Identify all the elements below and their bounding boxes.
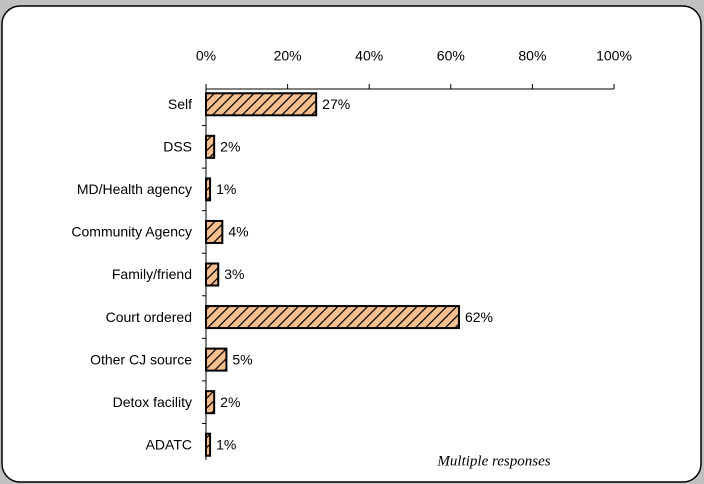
data-label: 3%: [224, 266, 244, 282]
y-tick-label: Detox facility: [113, 394, 192, 410]
x-tick-label: 100%: [596, 48, 632, 64]
data-label: 2%: [220, 139, 240, 155]
data-label: 62%: [465, 309, 493, 325]
data-label: 1%: [216, 181, 236, 197]
x-tick-label: 60%: [437, 48, 465, 64]
x-tick-label: 20%: [274, 48, 302, 64]
y-tick-label: MD/Health agency: [77, 181, 192, 197]
data-label: 27%: [322, 96, 350, 112]
x-tick-label: 0%: [196, 48, 216, 64]
data-label: 2%: [220, 394, 240, 410]
bar: [205, 347, 228, 372]
y-tick-label: Court ordered: [106, 309, 192, 325]
bar: [205, 219, 224, 244]
bar: [205, 432, 212, 457]
y-tick-label: Self: [168, 96, 192, 112]
y-tick-label: DSS: [163, 139, 192, 155]
y-tick-label: Other CJ source: [90, 351, 192, 367]
y-tick-label: ADATC: [146, 436, 192, 452]
panel: [1, 5, 702, 483]
annotation: Multiple responses: [436, 453, 550, 469]
x-tick-label: 80%: [518, 48, 546, 64]
y-tick-label: Family/friend: [112, 266, 192, 282]
bar: [205, 262, 220, 287]
data-label: 4%: [228, 224, 248, 240]
data-label: 5%: [232, 351, 252, 367]
x-tick-label: 40%: [355, 48, 383, 64]
bar: [205, 92, 318, 117]
data-label: 1%: [216, 436, 236, 452]
y-tick-label: Community Agency: [71, 224, 192, 240]
bar: [205, 305, 460, 330]
bar: [205, 177, 212, 202]
bar: [205, 134, 216, 159]
bar: [205, 390, 216, 415]
